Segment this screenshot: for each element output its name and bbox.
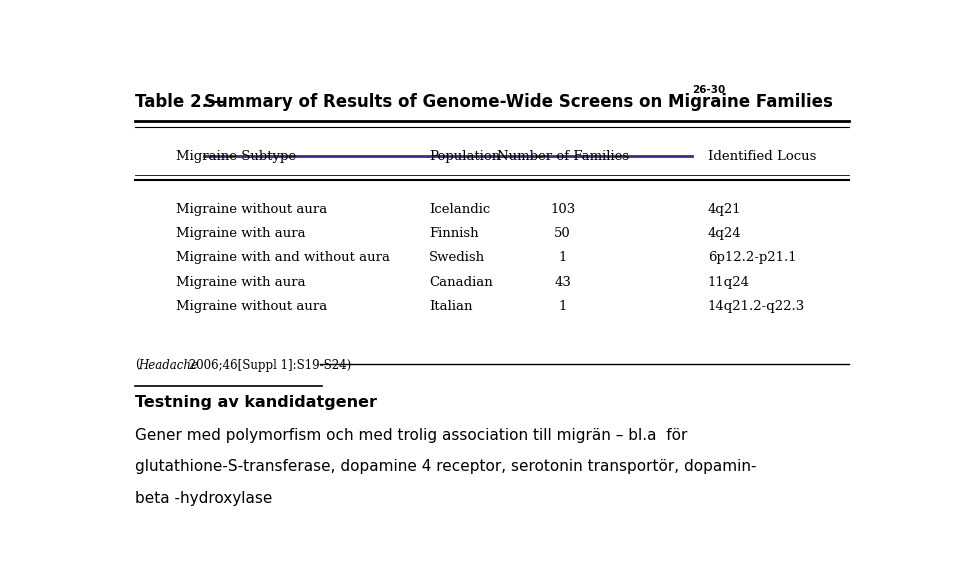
Text: Italian: Italian <box>429 300 472 313</box>
Text: Migraine Subtype: Migraine Subtype <box>176 150 296 163</box>
Text: Migraine without aura: Migraine without aura <box>176 203 327 216</box>
Text: Headache: Headache <box>138 359 199 372</box>
Text: beta -hydroxylase: beta -hydroxylase <box>134 491 273 506</box>
Text: Identified Locus: Identified Locus <box>708 150 816 163</box>
Text: Table 2.—: Table 2.— <box>134 93 225 111</box>
Text: Swedish: Swedish <box>429 252 485 264</box>
Text: Population: Population <box>429 150 500 163</box>
Text: 11q24: 11q24 <box>708 276 750 289</box>
Text: Migraine with aura: Migraine with aura <box>176 227 305 240</box>
Text: Gener med polymorfism och med trolig association till migrän – bl.a  för: Gener med polymorfism och med trolig ass… <box>134 428 687 443</box>
Text: 4q21: 4q21 <box>708 203 741 216</box>
Text: 43: 43 <box>554 276 571 289</box>
Text: Finnish: Finnish <box>429 227 478 240</box>
Text: Icelandic: Icelandic <box>429 203 490 216</box>
Text: 1: 1 <box>559 300 566 313</box>
Text: 50: 50 <box>554 227 571 240</box>
Text: Migraine with aura: Migraine with aura <box>176 276 305 289</box>
Text: Testning av kandidatgener: Testning av kandidatgener <box>134 395 377 411</box>
Text: Migraine with and without aura: Migraine with and without aura <box>176 252 390 264</box>
Text: Summary of Results of Genome-Wide Screens on Migraine Families: Summary of Results of Genome-Wide Screen… <box>204 93 833 111</box>
Text: Number of Families: Number of Families <box>496 150 629 163</box>
Text: 2006;46[Suppl 1]:S19-S24): 2006;46[Suppl 1]:S19-S24) <box>185 359 351 372</box>
Text: 6p12.2-p21.1: 6p12.2-p21.1 <box>708 252 797 264</box>
Text: 26-30: 26-30 <box>692 85 725 95</box>
Text: 1: 1 <box>559 252 566 264</box>
Text: (: ( <box>134 359 139 372</box>
Text: glutathione-S-transferase, dopamine 4 receptor, serotonin transportör, dopamin-: glutathione-S-transferase, dopamine 4 re… <box>134 459 756 474</box>
Text: 4q24: 4q24 <box>708 227 741 240</box>
Text: 14q21.2-q22.3: 14q21.2-q22.3 <box>708 300 805 313</box>
Text: 103: 103 <box>550 203 575 216</box>
Text: Canadian: Canadian <box>429 276 492 289</box>
Text: Migraine without aura: Migraine without aura <box>176 300 327 313</box>
